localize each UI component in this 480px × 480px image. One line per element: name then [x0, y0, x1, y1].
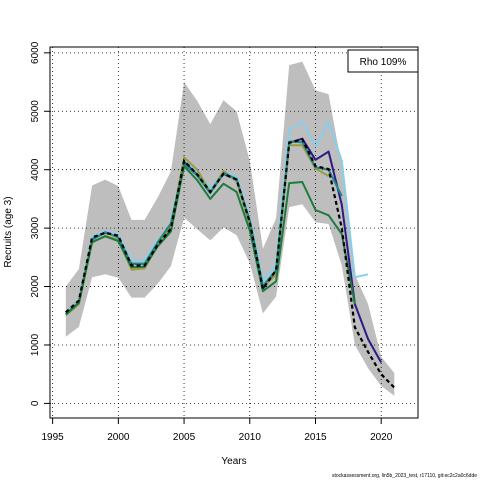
x-tick-label: 2005: [173, 432, 196, 443]
grid-layer: [50, 47, 418, 418]
series-line-base: [65, 138, 396, 389]
x-tick-label: 1995: [42, 432, 65, 443]
y-tick-label: 5000: [30, 100, 41, 123]
x-tick-label: 2020: [370, 432, 393, 443]
x-tick-label: 2010: [239, 432, 262, 443]
legend-box: [347, 49, 419, 73]
confidence-band-layer: [65, 61, 395, 396]
y-tick-label: 4000: [30, 158, 41, 181]
y-tick-label: 3000: [30, 217, 41, 240]
x-tick-label: 2015: [304, 432, 327, 443]
credit-text: stockassessment.org, lin5b_2023_test, r1…: [332, 473, 477, 479]
x-axis-title: Years: [221, 456, 246, 467]
legend-text: Rho 109%: [360, 57, 407, 68]
y-tick-label: 1000: [30, 333, 41, 356]
series-line-green: [65, 165, 356, 316]
y-tick-label: 2000: [30, 275, 41, 298]
x-tick-label: 2000: [107, 432, 130, 443]
confidence-band: [65, 61, 395, 396]
axis-layer: 1995 2000 2005 2010 2015 2020 0 1000 2000 3000 400…: [30, 41, 393, 443]
y-tick-label: 6000: [30, 41, 41, 64]
legend: Rho 109%: [347, 49, 419, 73]
y-axis-title: Recruits (age 3): [3, 196, 14, 267]
y-tick-label: 0: [30, 400, 41, 406]
series-layer: [65, 120, 396, 389]
